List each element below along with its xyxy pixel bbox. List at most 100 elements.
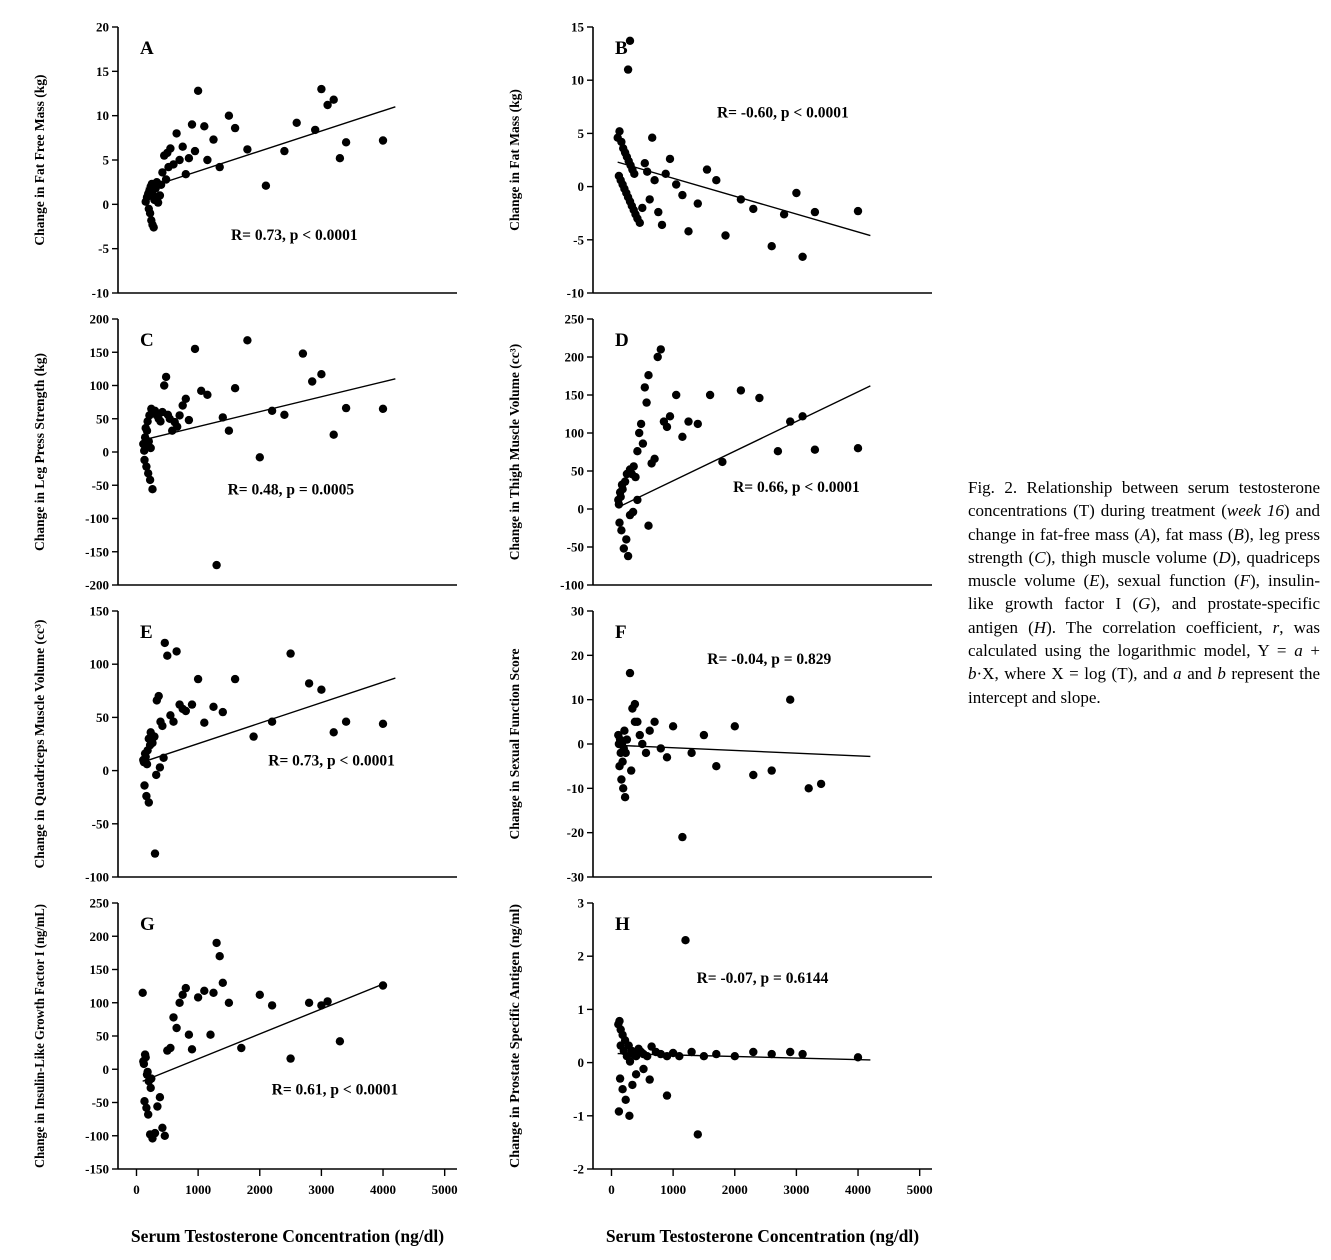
data-point (160, 1131, 169, 1140)
panel-letter: H (615, 914, 630, 935)
data-point (140, 781, 149, 790)
data-point (665, 154, 675, 164)
caption-segment: ), leg press strength ( (968, 524, 1320, 567)
data-point (654, 207, 663, 217)
caption-segment: G (1138, 594, 1151, 614)
data-point (193, 993, 203, 1002)
data-point (141, 752, 150, 761)
data-point (187, 700, 197, 709)
caption-segment: + (1302, 640, 1321, 660)
data-point (224, 111, 234, 120)
data-point (635, 218, 644, 227)
plots-column-1: 20 15 10 5 0 -5 -10 A R= 0.73, p < 0.0001 Change … (6, 14, 481, 1247)
y-tick-label: 0 (103, 197, 110, 212)
data-point (662, 422, 672, 432)
data-point (181, 394, 190, 403)
data-point (190, 344, 200, 354)
x-tick-label: 3000 (783, 1182, 809, 1197)
data-point (341, 138, 351, 147)
data-point (640, 383, 649, 392)
data-point (161, 175, 171, 184)
data-point (163, 651, 172, 660)
data-point (786, 695, 795, 704)
data-point (615, 518, 624, 527)
y-tick-label: -10 (567, 286, 584, 301)
data-point (643, 1052, 652, 1061)
data-point (218, 413, 227, 422)
caption-segment: ), sexual function ( (1099, 571, 1240, 591)
data-point (308, 377, 317, 386)
data-point (154, 691, 163, 701)
data-point (141, 423, 150, 433)
data-point (816, 779, 826, 789)
data-point (156, 417, 165, 426)
caption-segment: a (1294, 640, 1303, 660)
data-point (197, 386, 206, 395)
data-point (155, 763, 165, 772)
data-point (853, 444, 863, 453)
data-point (209, 135, 218, 144)
y-axis-label: Change in Fat Mass (kg) (507, 89, 522, 231)
data-point (699, 730, 709, 740)
data-point (158, 168, 167, 177)
data-point (662, 753, 672, 762)
data-point (200, 718, 209, 727)
caption-segment: represent the intercept and slope. (968, 664, 1320, 707)
data-point (810, 207, 820, 217)
y-tick-label: -50 (92, 478, 109, 493)
caption-segment: E (1089, 571, 1100, 591)
data-point (298, 349, 308, 358)
x-tick-label: 0 (133, 1182, 140, 1197)
data-point (181, 983, 190, 993)
data-point (675, 1052, 684, 1061)
y-tick-label: 100 (90, 995, 110, 1010)
caption-segment: H (1033, 617, 1047, 637)
regression-line (617, 385, 871, 509)
panel-letter: C (140, 330, 154, 351)
data-point (678, 832, 687, 842)
caption-segment: and (1181, 664, 1218, 684)
data-point (656, 744, 665, 753)
data-point (140, 1097, 149, 1106)
data-point (614, 500, 624, 509)
data-point (147, 404, 156, 413)
y-tick-label: 100 (565, 426, 585, 441)
data-point (138, 988, 147, 997)
data-point (153, 198, 163, 207)
data-point (335, 154, 345, 163)
panel-D: 250 200 150 100 50 0 -50 -100 D R= 0.66, p < 0.00… (481, 306, 956, 598)
data-point (144, 1110, 153, 1119)
y-tick-label: 0 (578, 502, 585, 517)
data-point (668, 1048, 678, 1058)
data-point (665, 412, 675, 421)
data-point (145, 475, 155, 485)
caption-segment: b (968, 664, 977, 684)
y-tick-label: -5 (98, 241, 109, 256)
data-point (792, 188, 801, 198)
data-point (224, 426, 234, 435)
data-point (323, 100, 332, 110)
data-point (215, 952, 224, 961)
data-point (141, 1053, 150, 1062)
x-tick-label: 1000 (185, 1182, 211, 1197)
data-point (639, 1064, 648, 1074)
data-point (749, 1047, 758, 1057)
data-point (184, 1030, 194, 1039)
regression-line (142, 983, 384, 1082)
data-point (153, 1102, 162, 1111)
caption-segment: ), thigh muscle volume ( (1045, 547, 1219, 567)
x-tick-label: 2000 (247, 1182, 273, 1197)
data-point (181, 706, 190, 716)
data-point (184, 154, 194, 163)
panel-B-chart: 15 10 5 0 -5 -10 B R= -0.60, p < 0.0001 Change i… (507, 20, 932, 301)
data-point (230, 674, 240, 684)
y-tick-label: 100 (90, 657, 110, 672)
caption-segment: F (1239, 571, 1250, 591)
panel-A: 20 15 10 5 0 -5 -10 A R= 0.73, p < 0.0001 Change … (6, 14, 481, 306)
y-tick-label: 250 (565, 312, 585, 327)
y-tick-label: 50 (96, 1029, 109, 1044)
data-point (200, 986, 209, 995)
data-point (203, 390, 212, 399)
data-point (615, 127, 624, 136)
data-point (166, 144, 175, 153)
